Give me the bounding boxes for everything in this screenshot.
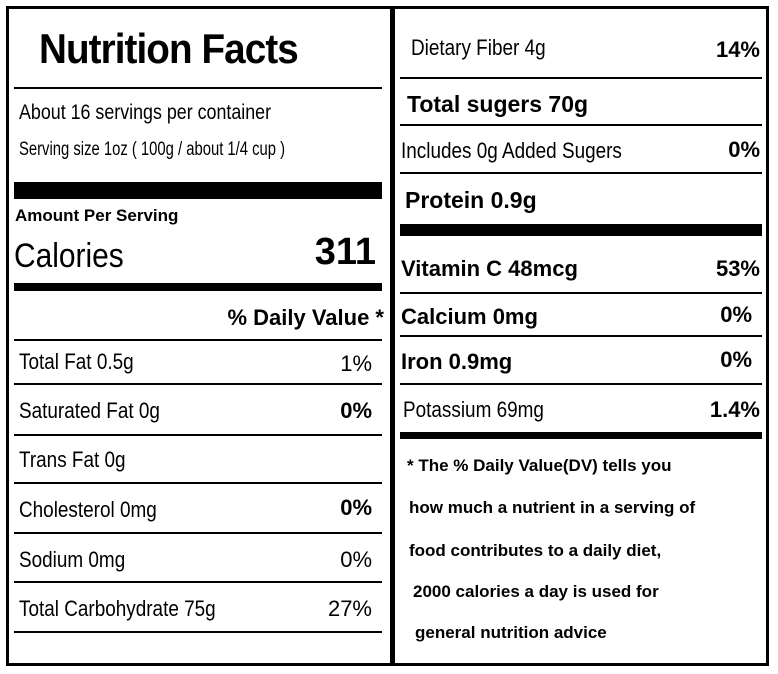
divider xyxy=(14,631,382,633)
thick-divider xyxy=(400,224,762,236)
calories-value: 311 xyxy=(314,231,376,273)
medium-divider xyxy=(400,432,762,439)
total-fat-label: Total Fat 0.5g xyxy=(19,349,134,374)
footnote-line-4: 2000 calories a day is used for xyxy=(413,582,659,601)
left-panel: Nutrition Facts About 16 servings per co… xyxy=(6,6,393,666)
divider xyxy=(14,581,382,583)
total-sugars-label: Total sugers 70g xyxy=(407,91,589,117)
calcium-label: Calcium 0mg xyxy=(401,304,538,329)
saturated-fat-dv: 0% xyxy=(340,398,372,423)
protein-label: Protein 0.9g xyxy=(405,187,537,213)
divider xyxy=(400,124,762,126)
calcium-dv: 0% xyxy=(720,302,752,327)
added-sugars-label: Includes 0g Added Sugers xyxy=(401,138,622,163)
total-fat-dv: 1% xyxy=(340,351,372,376)
total-carbohydrate-label: Total Carbohydrate 75g xyxy=(19,596,216,621)
divider xyxy=(14,339,382,341)
divider xyxy=(400,172,762,174)
right-panel: Dietary Fiber 4g 14% Total sugers 70g In… xyxy=(392,6,769,666)
nutrition-facts-title: Nutrition Facts xyxy=(39,25,299,72)
daily-value-header: % Daily Value * xyxy=(227,305,384,330)
divider xyxy=(400,292,762,294)
sodium-label: Sodium 0mg xyxy=(19,547,126,572)
total-carbohydrate-dv: 27% xyxy=(327,596,372,621)
amount-per-serving: Amount Per Serving xyxy=(15,206,179,225)
dietary-fiber-label: Dietary Fiber 4g xyxy=(411,35,546,60)
divider xyxy=(14,87,382,89)
cholesterol-dv: 0% xyxy=(340,495,372,520)
iron-dv: 0% xyxy=(720,347,752,372)
sodium-dv: 0% xyxy=(340,547,372,572)
calories-label: Calories xyxy=(14,237,124,275)
footnote-line-5: general nutrition advice xyxy=(415,623,607,642)
servings-per-container: About 16 servings per container xyxy=(19,101,272,124)
divider xyxy=(400,77,762,79)
potassium-label: Potassium 69mg xyxy=(403,397,544,422)
potassium-dv: 1.4% xyxy=(709,397,760,422)
vitamin-c-dv: 53% xyxy=(715,256,760,281)
serving-size: Serving size 1oz ( 100g / about 1/4 cup … xyxy=(19,139,286,160)
footnote-line-3: food contributes to a daily diet, xyxy=(409,541,662,560)
footnote-line-1: * The % Daily Value(DV) tells you xyxy=(407,456,672,475)
cholesterol-label: Cholesterol 0mg xyxy=(19,497,157,522)
divider xyxy=(14,434,382,436)
divider xyxy=(14,383,382,385)
footnote-line-2: how much a nutrient in a serving of xyxy=(409,498,696,517)
divider xyxy=(400,335,762,337)
dietary-fiber-dv: 14% xyxy=(715,37,760,62)
saturated-fat-label: Saturated Fat 0g xyxy=(19,398,160,423)
added-sugars-dv: 0% xyxy=(728,137,760,162)
divider xyxy=(400,383,762,385)
divider xyxy=(14,532,382,534)
thick-divider xyxy=(14,182,382,199)
iron-label: Iron 0.9mg xyxy=(401,349,513,374)
vitamin-c-label: Vitamin C 48mcg xyxy=(401,256,578,281)
divider xyxy=(14,482,382,484)
trans-fat-label: Trans Fat 0g xyxy=(19,447,126,472)
medium-divider xyxy=(14,283,382,291)
